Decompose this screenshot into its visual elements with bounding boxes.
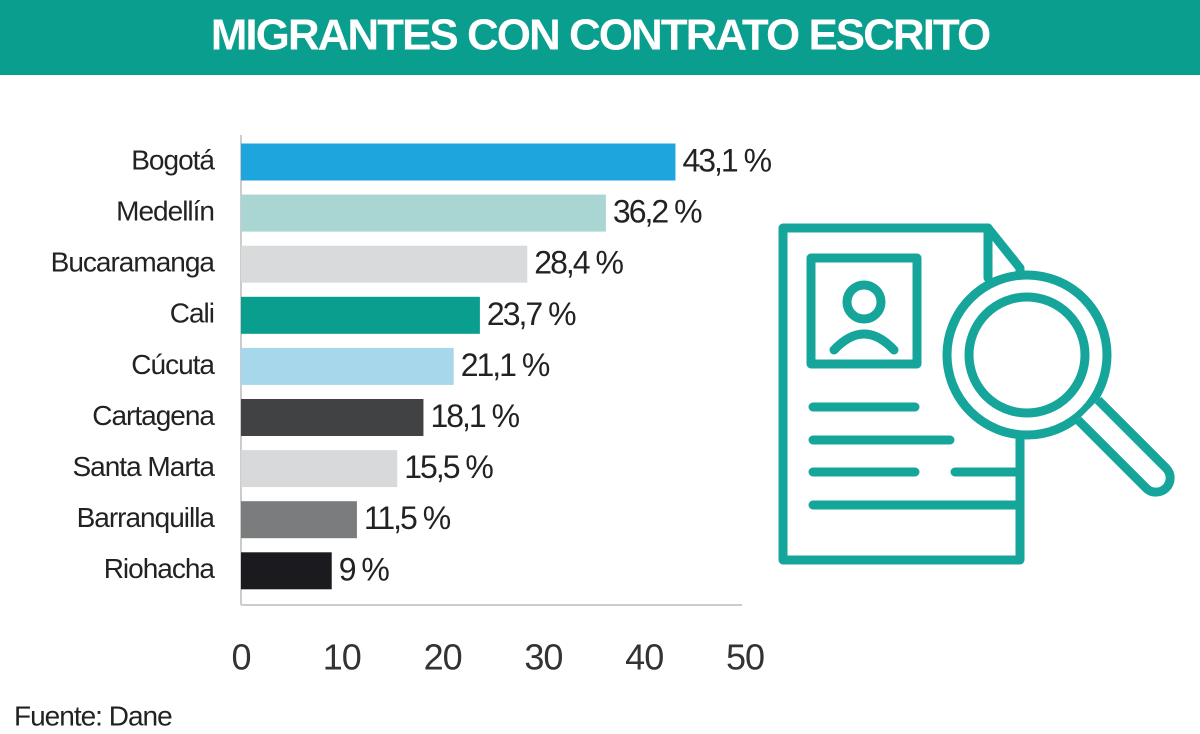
y-tick-label: Bogotá [131,144,215,175]
y-tick-label: Bucaramanga [51,247,216,278]
y-tick-label: Riohacha [104,553,216,584]
x-tick-label: 10 [323,637,361,678]
x-tick-label: 50 [726,637,764,678]
value-label: 15,5 % [404,449,493,485]
value-label: 11,5 % [364,500,451,536]
x-tick-label: 0 [231,637,250,678]
y-tick-label: Santa Marta [72,451,215,482]
bar [241,143,676,181]
value-label: 9 % [339,551,390,587]
header-band [0,0,1200,75]
bar [241,450,398,488]
bar [241,552,332,590]
value-label: 43,1 % [682,142,771,178]
value-label: 28,4 % [534,245,623,281]
value-label: 21,1 % [461,347,550,383]
y-tick-label: Cúcuta [131,349,215,380]
chart-title: MIGRANTES CON CONTRATO ESCRITO [211,11,990,60]
source: Fuente: Dane [14,700,172,731]
bar [241,347,454,385]
bar [241,501,357,539]
x-tick-label: 30 [524,637,562,678]
document-icon [778,223,1175,565]
y-tick-label: Cali [170,298,214,329]
value-label: 23,7 % [487,296,576,332]
y-tick-label: Barranquilla [77,502,216,533]
y-tick-label: Cartagena [92,400,215,431]
y-tick-label: Medellín [116,195,214,226]
bar [241,194,606,232]
bar [241,245,528,283]
x-tick-label: 40 [625,637,663,678]
x-tick-label: 20 [424,637,462,678]
value-label: 36,2 % [613,194,702,230]
value-label: 18,1 % [430,398,519,434]
bar [241,399,424,436]
bar [241,296,480,334]
